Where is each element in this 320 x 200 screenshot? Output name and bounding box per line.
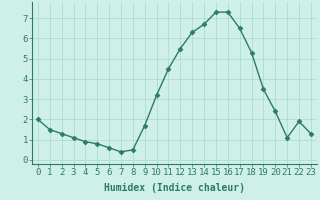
X-axis label: Humidex (Indice chaleur): Humidex (Indice chaleur) (104, 183, 245, 193)
